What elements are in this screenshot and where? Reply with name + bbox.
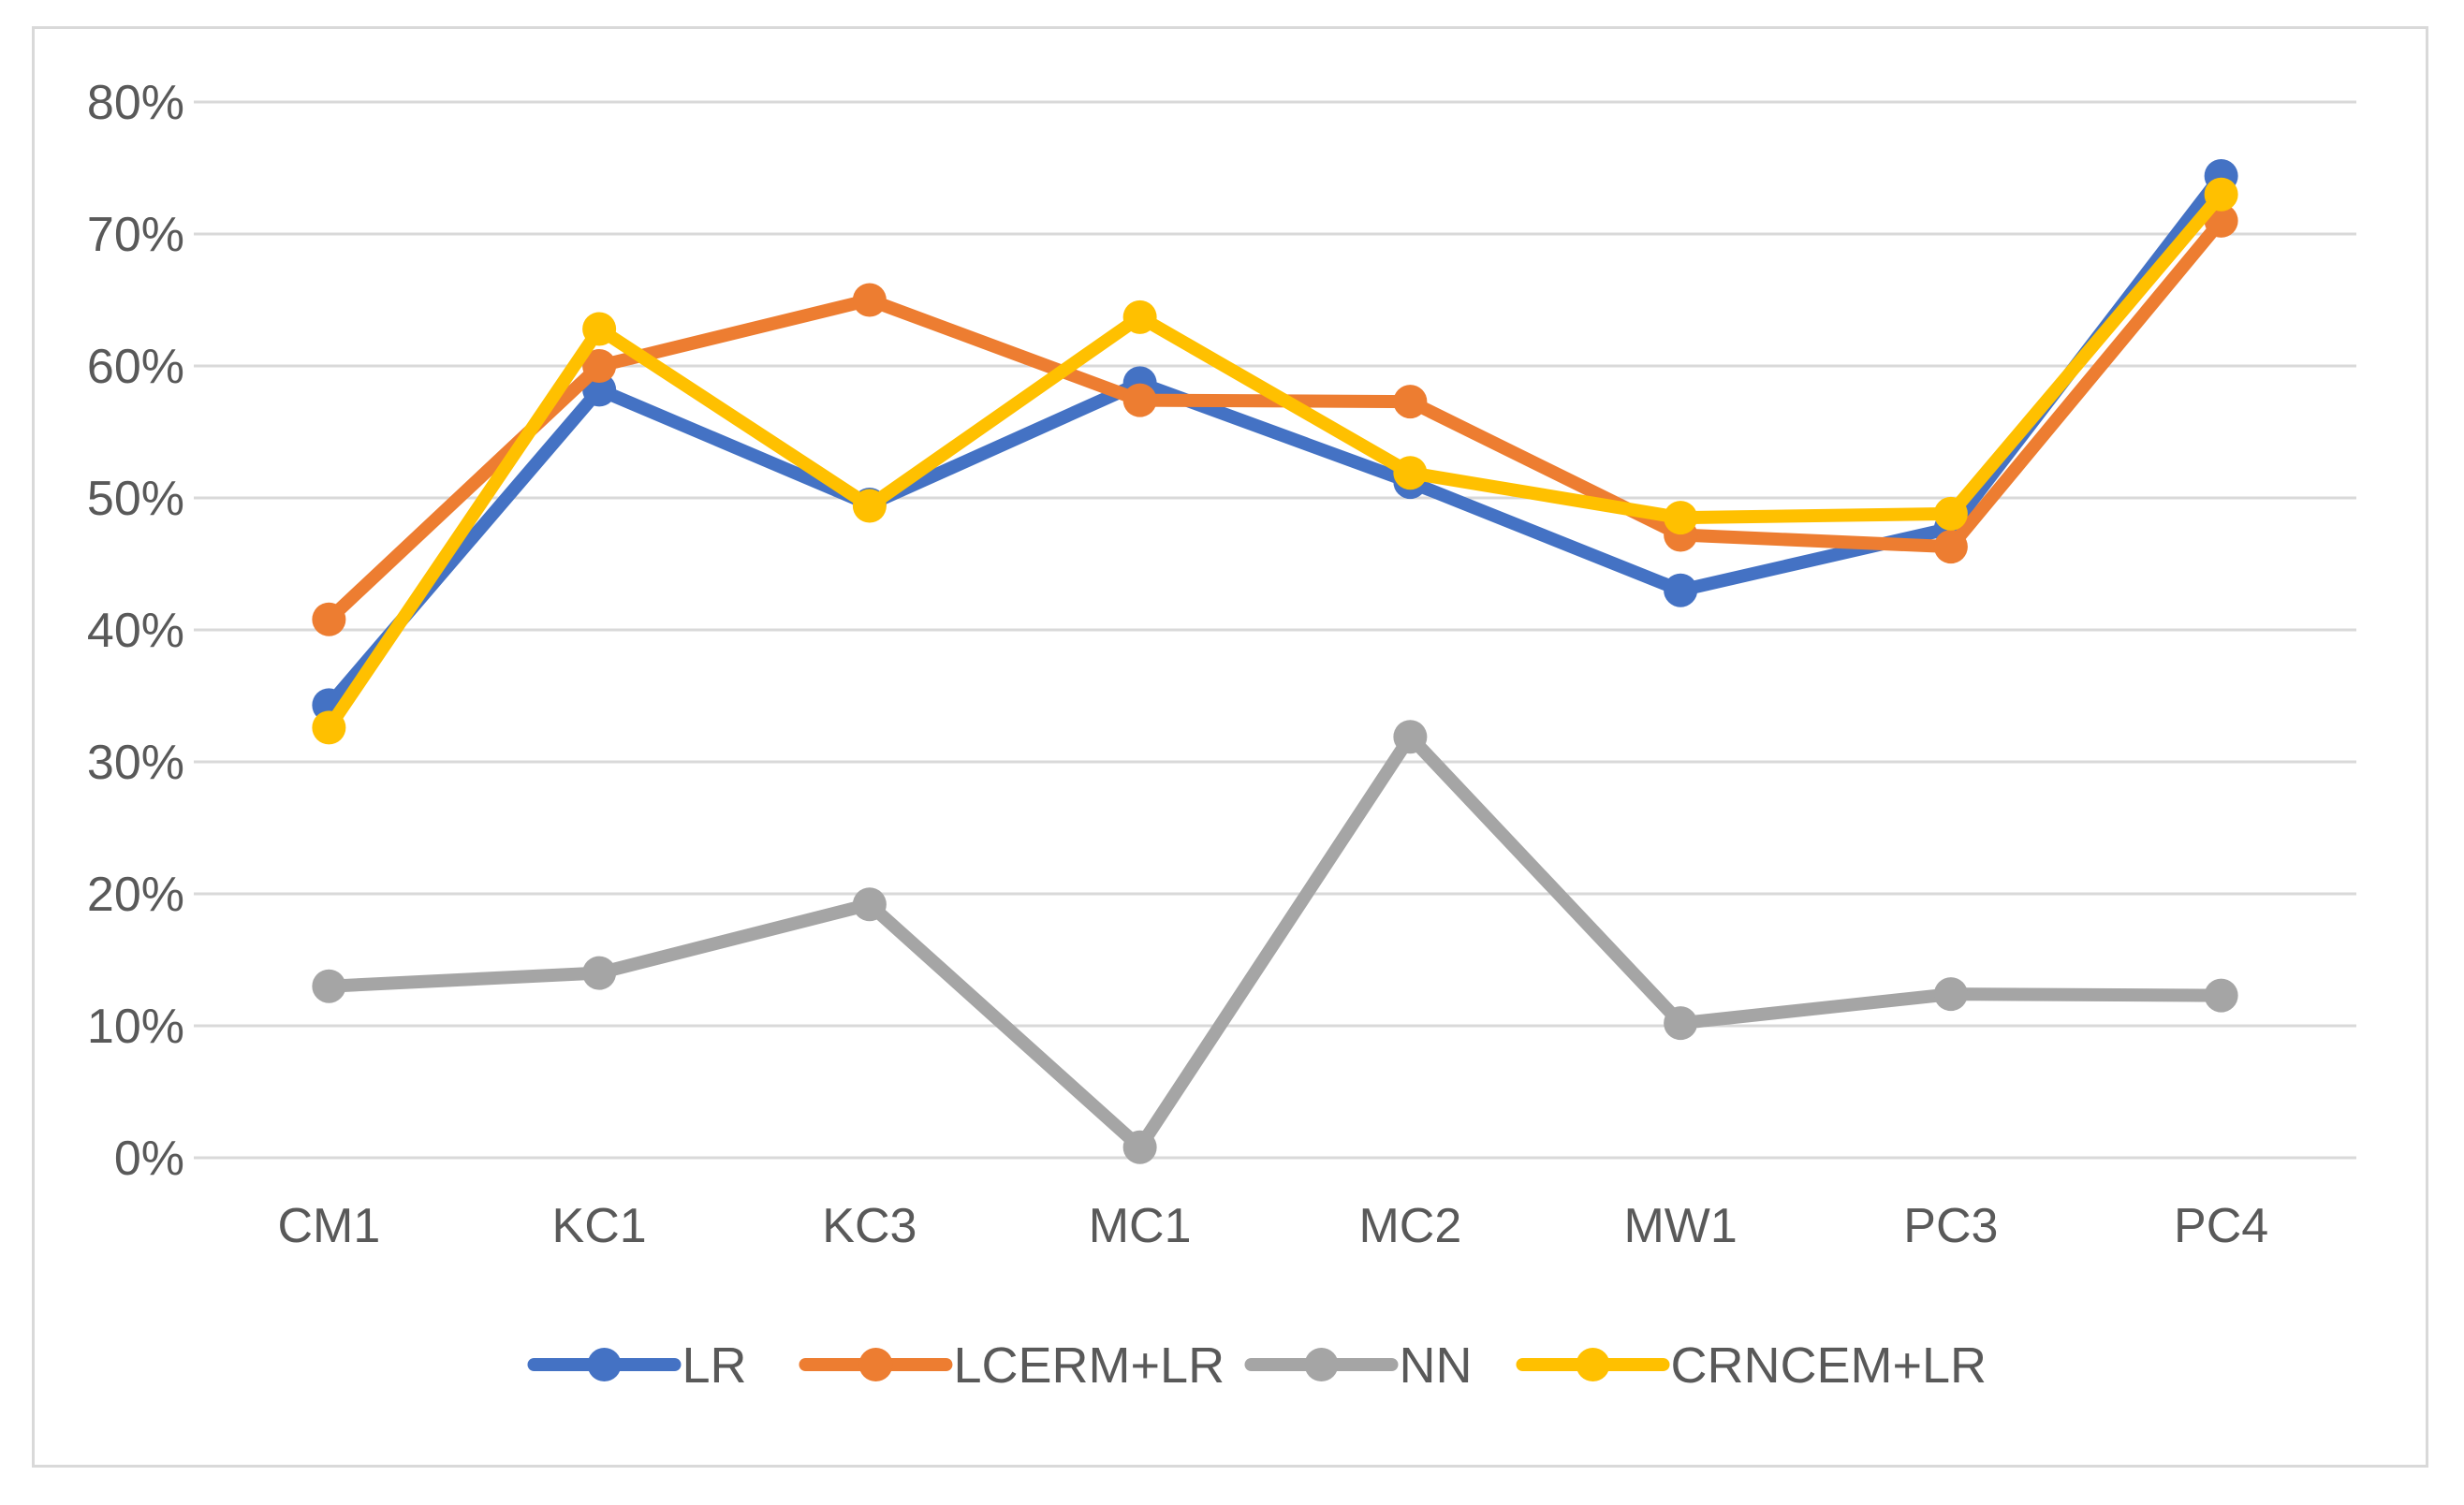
- data-point-crncem-lr-mc1: [1122, 300, 1157, 334]
- data-point-crncem-lr-mc2: [1393, 456, 1428, 490]
- series-crncem-lr: [312, 177, 2238, 745]
- series-lr: [312, 158, 2238, 723]
- data-point-lcerm-lr-pc3: [1933, 530, 1968, 564]
- y-tick-label: 50%: [87, 472, 184, 526]
- y-tick-label: 10%: [87, 1000, 184, 1054]
- y-tick-label: 40%: [87, 604, 184, 658]
- x-tick-label: MW1: [1623, 1199, 1737, 1253]
- series-nn: [312, 720, 2238, 1164]
- chart-container: 0% 10% 20% 30% 40% 50% 60% 70% 80% CM1 KC1 KC3 MC1 M…: [32, 26, 2428, 1468]
- legend-label: CRNCEM+LR: [1671, 1337, 1987, 1394]
- legend: LR LCERM+LR NN CRNCEM+LR: [527, 1337, 1987, 1394]
- x-tick-label: PC3: [1903, 1199, 1998, 1253]
- legend-label: LR: [682, 1337, 747, 1394]
- series-line-nn: [322, 730, 2228, 1154]
- y-tick-label: 0%: [114, 1132, 184, 1186]
- x-tick-label: MC2: [1358, 1199, 1461, 1253]
- legend-swatch-marker: [858, 1348, 893, 1381]
- data-point-nn-kc1: [582, 956, 617, 990]
- data-point-lcerm-lr-mc1: [1122, 383, 1157, 417]
- y-tick-label: 60%: [87, 340, 184, 394]
- data-point-lcerm-lr-cm1: [312, 602, 346, 636]
- series-lcerm-lr: [312, 203, 2238, 636]
- x-tick-label: PC4: [2174, 1199, 2268, 1253]
- legend-swatch-marker: [587, 1348, 622, 1381]
- data-point-nn-pc4: [2204, 978, 2238, 1013]
- legend-item-lcerm-lr: LCERM+LR: [799, 1337, 1225, 1394]
- data-point-lcerm-lr-kc3: [852, 283, 887, 317]
- x-tick-label: KC3: [822, 1199, 917, 1253]
- x-tick-label: MC1: [1089, 1199, 1192, 1253]
- data-point-nn-kc3: [852, 887, 887, 922]
- legend-label: LCERM+LR: [954, 1337, 1225, 1394]
- data-point-lcerm-lr-mc2: [1393, 385, 1428, 419]
- x-axis-tick-labels: CM1 KC1 KC3 MC1 MC2 MW1 PC3 PC4: [277, 1199, 2268, 1253]
- data-point-crncem-lr-pc3: [1933, 496, 1968, 531]
- y-axis-tick-labels: 0% 10% 20% 30% 40% 50% 60% 70% 80%: [87, 76, 184, 1186]
- data-point-lr-mw1: [1664, 573, 1698, 607]
- legend-label: NN: [1400, 1337, 1473, 1394]
- data-point-crncem-lr-kc3: [852, 489, 887, 523]
- legend-swatch-marker: [1576, 1348, 1610, 1381]
- gridlines: [194, 100, 2356, 1160]
- legend-item-lr: LR: [527, 1337, 747, 1394]
- data-point-nn-mc2: [1393, 720, 1428, 754]
- legend-item-crncem-lr: CRNCEM+LR: [1516, 1337, 1987, 1394]
- x-tick-label: KC1: [552, 1199, 647, 1253]
- data-point-lcerm-lr-kc1: [582, 349, 617, 383]
- line-chart: 0% 10% 20% 30% 40% 50% 60% 70% 80% CM1 KC1 KC3 MC1 M…: [87, 76, 2356, 1394]
- data-point-crncem-lr-pc4: [2204, 177, 2238, 212]
- data-point-crncem-lr-mw1: [1664, 501, 1698, 535]
- x-tick-label: CM1: [277, 1199, 380, 1253]
- legend-item-nn: NN: [1244, 1337, 1473, 1394]
- y-tick-label: 20%: [87, 868, 184, 922]
- y-tick-label: 70%: [87, 208, 184, 262]
- data-point-crncem-lr-cm1: [312, 710, 346, 745]
- series-line-crncem-lr: [322, 187, 2228, 735]
- data-point-nn-pc3: [1933, 977, 1968, 1012]
- data-point-nn-cm1: [312, 969, 346, 1003]
- legend-swatch-marker: [1304, 1348, 1339, 1381]
- series-lines: [312, 158, 2238, 1164]
- y-tick-label: 30%: [87, 736, 184, 790]
- data-point-nn-mc1: [1122, 1130, 1157, 1164]
- data-point-crncem-lr-kc1: [582, 312, 617, 346]
- y-tick-label: 80%: [87, 76, 184, 130]
- data-point-nn-mw1: [1664, 1006, 1698, 1041]
- series-line-lcerm-lr: [322, 213, 2228, 626]
- series-line-lr: [322, 168, 2228, 712]
